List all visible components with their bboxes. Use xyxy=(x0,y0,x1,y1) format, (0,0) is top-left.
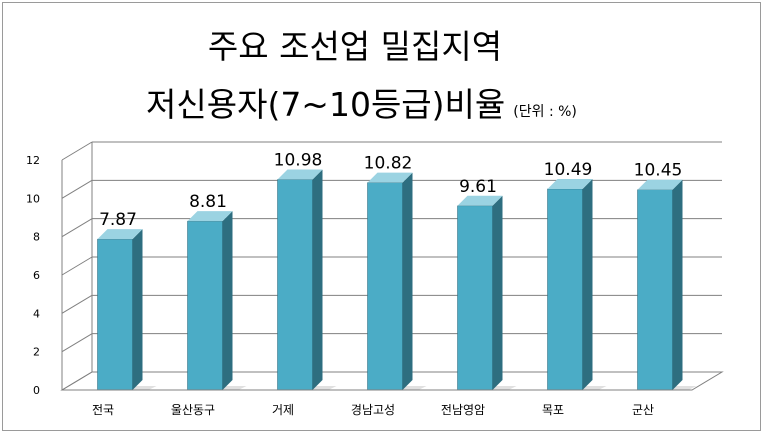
x-tick-label: 목포 xyxy=(542,403,564,417)
y-tick-label: 6 xyxy=(33,269,40,282)
y-tick-label: 2 xyxy=(33,346,40,359)
bar-top xyxy=(457,195,503,206)
bar-top xyxy=(367,172,413,183)
bar xyxy=(97,238,133,391)
x-tick-label: 군산 xyxy=(632,403,654,417)
data-label: 10.98 xyxy=(274,151,323,171)
x-tick-label: 울산동구 xyxy=(171,403,215,417)
bar xyxy=(457,205,493,391)
gridline-depth xyxy=(61,179,93,199)
data-label: 8.81 xyxy=(189,192,227,212)
bar-top xyxy=(277,169,323,180)
chart-title-main: 저신용자(7~10등급)비율 xyxy=(146,85,506,124)
x-tick-label: 거제 xyxy=(272,403,294,417)
bar xyxy=(277,179,313,391)
data-label: 10.45 xyxy=(634,161,683,181)
bar-top xyxy=(637,179,683,190)
gridline-depth xyxy=(61,371,93,391)
bar xyxy=(367,182,403,391)
data-label: 9.61 xyxy=(459,177,497,197)
bar xyxy=(547,188,583,391)
bar-top xyxy=(187,211,233,222)
bar-side xyxy=(672,179,683,390)
bar-side xyxy=(222,211,233,390)
bar-side xyxy=(132,229,143,390)
gridline-depth xyxy=(61,256,93,276)
bar-side xyxy=(312,169,323,390)
gridline-depth xyxy=(61,218,93,238)
y-tick-label: 8 xyxy=(33,231,40,244)
y-tick-label: 10 xyxy=(26,192,40,205)
bar-top xyxy=(547,178,593,189)
x-tick-label: 경남고성 xyxy=(351,403,395,417)
x-tick-label: 전남영암 xyxy=(441,403,485,417)
y-tick-label: 4 xyxy=(33,307,40,320)
chart-title-line1: 주요 조선업 밀집지역 xyxy=(207,27,503,66)
data-label: 10.49 xyxy=(544,160,593,180)
chart-unit-label: (단위 : %) xyxy=(513,104,577,120)
bar xyxy=(637,189,673,391)
bar-side xyxy=(582,178,593,390)
gridline-depth xyxy=(61,333,93,353)
data-label: 7.87 xyxy=(99,210,137,230)
gridline-depth xyxy=(61,294,93,314)
data-label: 10.82 xyxy=(364,154,413,174)
bar-top xyxy=(97,229,143,240)
bar xyxy=(187,220,223,391)
bar-side xyxy=(492,195,503,390)
chart-title-line2: 저신용자(7~10등급)비율 (단위 : %) xyxy=(146,78,577,126)
gridline-depth xyxy=(61,141,93,161)
x-tick-label: 전국 xyxy=(92,403,114,417)
y-tick-label: 0 xyxy=(33,384,40,397)
y-tick-label: 12 xyxy=(26,154,40,167)
bar-side xyxy=(402,172,413,390)
